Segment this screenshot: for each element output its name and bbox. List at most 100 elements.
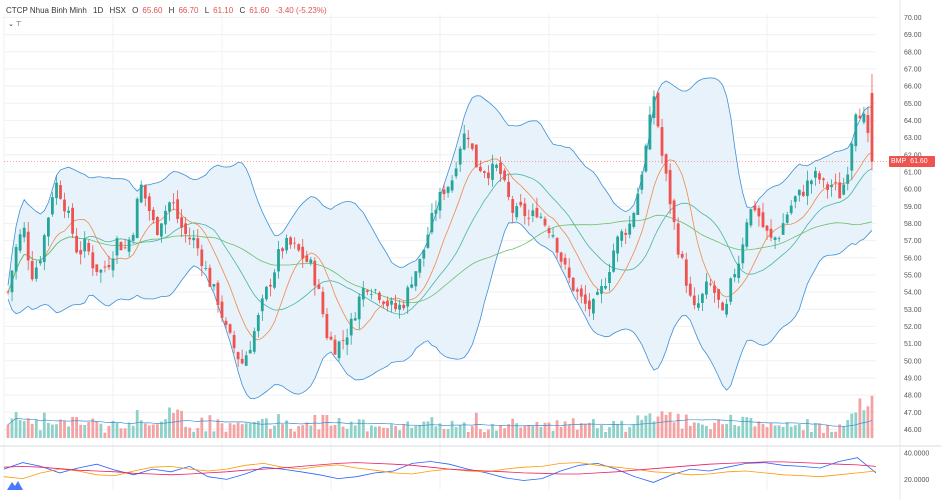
price-tick-label: 56.00	[904, 255, 922, 262]
volume-bar	[228, 423, 232, 438]
volume-bar	[91, 418, 95, 438]
volume-bar	[79, 424, 83, 438]
candle-body	[115, 238, 119, 256]
symbol-name: CTCP Nhua Binh Minh	[6, 6, 87, 15]
candle-body	[75, 235, 78, 253]
tradingview-logo-icon[interactable]	[6, 478, 24, 492]
candle-body	[745, 222, 749, 247]
volume-bar	[406, 421, 410, 438]
candle-body	[410, 284, 414, 288]
candle-body	[374, 289, 377, 291]
volume-bar	[644, 415, 648, 438]
candle-body	[717, 289, 720, 300]
candle-body	[588, 300, 591, 310]
volume-bar	[438, 423, 442, 438]
volume-bar	[107, 425, 111, 438]
price-tick-label: 47.00	[904, 410, 922, 417]
candle-body	[14, 247, 18, 272]
volume-bar	[705, 426, 708, 438]
candle-body	[220, 301, 224, 318]
candle-body	[725, 303, 728, 315]
collapse-legend-button[interactable]: ⌄ ⊤	[8, 21, 22, 28]
volume-bar	[858, 398, 862, 438]
volume-bar	[842, 426, 846, 438]
volume-bar	[773, 425, 777, 438]
candle-body	[67, 210, 70, 213]
volume-bar	[725, 423, 728, 438]
price-tick-label: 54.00	[904, 290, 922, 297]
volume-bar	[789, 426, 793, 438]
volume-bar	[870, 395, 874, 439]
candle-body	[135, 198, 139, 239]
candle-body	[18, 234, 22, 251]
candle-body	[632, 213, 636, 227]
candle-body	[660, 127, 664, 156]
candle-body	[834, 181, 837, 183]
volume-bar	[814, 423, 817, 438]
volume-bar	[757, 421, 761, 438]
volume-bar	[14, 412, 18, 438]
candle-body	[402, 304, 406, 309]
candle-body	[200, 249, 204, 266]
volume-bar	[10, 418, 14, 438]
volume-bar	[567, 424, 571, 438]
candle-body	[244, 355, 248, 366]
volume-bar	[18, 419, 22, 438]
candle-body	[648, 114, 652, 150]
candle-body	[269, 284, 272, 287]
candle-body	[111, 258, 115, 271]
volume-bar	[717, 419, 720, 438]
candle-body	[252, 331, 256, 352]
candle-body	[511, 199, 515, 213]
candle-body	[797, 189, 801, 196]
volume-bar	[398, 430, 401, 438]
candle-body	[95, 264, 99, 272]
candle-body	[256, 315, 260, 332]
candle-body	[462, 133, 466, 150]
candle-body	[236, 352, 240, 360]
volume-bar	[466, 432, 470, 438]
volume-bar	[341, 426, 345, 438]
candle-body	[680, 253, 684, 258]
volume-bar	[559, 427, 563, 438]
volume-bar	[22, 421, 26, 438]
candle-body	[531, 210, 535, 216]
candle-body	[38, 260, 42, 264]
volume-bar	[224, 431, 228, 438]
volume-bar	[636, 415, 640, 438]
ma-green-line	[7, 214, 873, 304]
volume-bar	[745, 417, 749, 438]
candle-body	[628, 223, 632, 235]
volume-bar	[749, 417, 753, 438]
price-tick-label: 64.00	[904, 118, 922, 125]
change-value: -3.40 (-5.23%)	[275, 6, 327, 15]
volume-bar	[370, 425, 373, 438]
candle-body	[773, 237, 777, 240]
volume-bar	[519, 427, 523, 438]
volume-bar	[648, 413, 652, 438]
price-tick-label: 50.00	[904, 358, 922, 365]
candle-body	[806, 180, 809, 197]
candle-body	[168, 202, 171, 212]
candle-body	[454, 168, 458, 177]
volume-bar	[156, 424, 159, 438]
volume-bar	[196, 428, 200, 438]
candle-body	[414, 271, 418, 287]
candle-body	[789, 205, 793, 214]
candle-body	[204, 268, 208, 269]
volume-bar	[818, 423, 821, 438]
volume-bar	[418, 425, 422, 438]
candle-body	[652, 96, 656, 118]
candle-body	[555, 238, 559, 253]
candle-body	[450, 180, 454, 191]
candle-body	[583, 294, 587, 304]
price-tick-label: 68.00	[904, 49, 922, 56]
candle-body	[600, 286, 603, 294]
volume-bar	[147, 425, 151, 438]
volume-bar	[729, 414, 733, 438]
volume-bar	[216, 419, 220, 438]
volume-bar	[430, 417, 434, 438]
volume-bar	[810, 431, 813, 438]
candle-body	[870, 93, 874, 162]
